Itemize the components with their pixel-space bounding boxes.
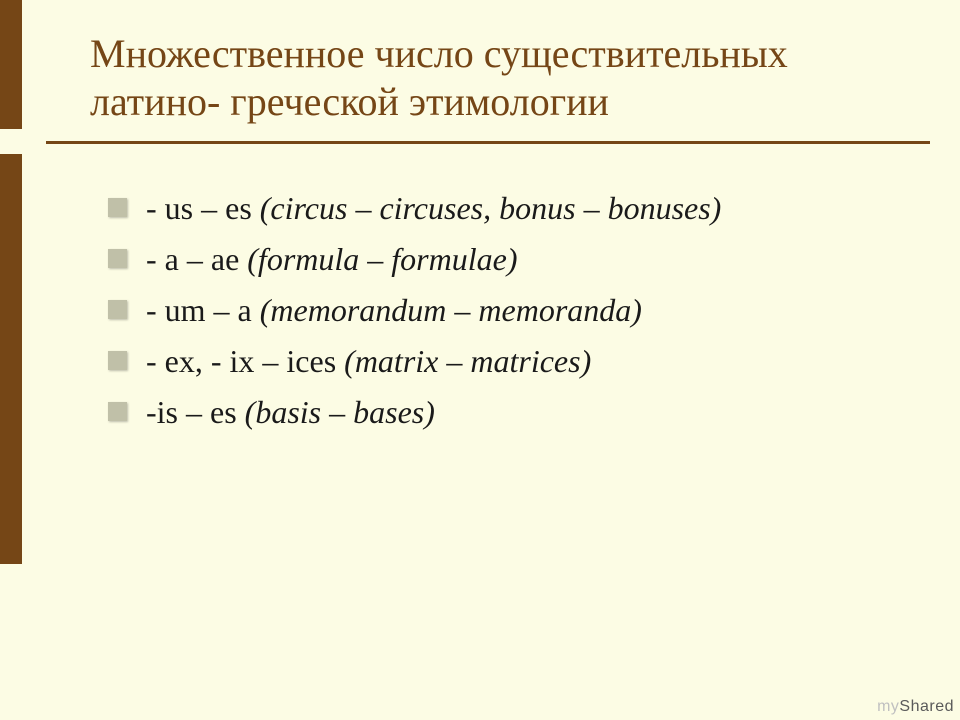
watermark-part1: my [877, 698, 899, 715]
list-item: -is – es (basis – bases) [108, 392, 888, 433]
item-suffix: - a – ae [146, 241, 239, 277]
square-bullet-icon [108, 351, 127, 370]
item-example: (matrix – matrices) [336, 343, 591, 379]
accent-bar-bottom [0, 154, 22, 564]
watermark: myShared [877, 698, 954, 716]
title-divider [46, 141, 930, 144]
slide-body: - us – es (circus – circuses, bonus – bo… [108, 188, 888, 443]
square-bullet-icon [108, 249, 127, 268]
square-bullet-icon [108, 402, 127, 421]
slide: Множественное число существительных лати… [0, 0, 960, 720]
item-suffix: -is – es [146, 394, 237, 430]
square-bullet-icon [108, 198, 127, 217]
item-example: (basis – bases) [237, 394, 435, 430]
list-item: - a – ae (formula – formulae) [108, 239, 888, 280]
item-suffix: - um – a [146, 292, 252, 328]
list-item: - um – a (memorandum – memoranda) [108, 290, 888, 331]
item-example: (circus – circuses, bonus – bonuses) [252, 190, 722, 226]
accent-bar-top [0, 0, 22, 129]
item-example: (memorandum – memoranda) [252, 292, 642, 328]
item-suffix: - us – es [146, 190, 252, 226]
slide-title: Множественное число существительных лати… [90, 30, 890, 126]
item-suffix: - ex, - ix – ices [146, 343, 336, 379]
list-item: - ex, - ix – ices (matrix – matrices) [108, 341, 888, 382]
square-bullet-icon [108, 300, 127, 319]
watermark-part2: Shared [899, 698, 954, 715]
list-item: - us – es (circus – circuses, bonus – bo… [108, 188, 888, 229]
item-example: (formula – formulae) [239, 241, 517, 277]
